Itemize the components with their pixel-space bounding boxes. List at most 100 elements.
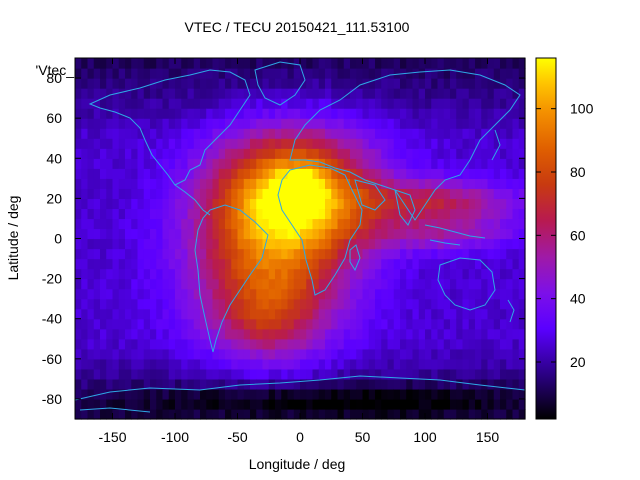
heatmap-cell — [250, 168, 257, 179]
heatmap-cell — [150, 348, 157, 360]
heatmap-cell — [237, 58, 245, 69]
heatmap-cell — [406, 238, 414, 250]
heatmap-cell — [306, 78, 314, 89]
heatmap-cell — [518, 258, 526, 270]
heatmap-cell — [181, 188, 189, 199]
heatmap-cell — [75, 298, 82, 310]
heatmap-cell — [231, 398, 239, 410]
heatmap-cell — [306, 278, 314, 290]
heatmap-cell — [475, 338, 482, 350]
heatmap-cell — [275, 348, 282, 360]
heatmap-cell — [475, 348, 482, 360]
heatmap-cell — [487, 408, 495, 420]
heatmap-cell — [375, 298, 382, 310]
heatmap-cell — [500, 228, 507, 240]
heatmap-cell — [237, 108, 245, 119]
heatmap-cell — [143, 398, 151, 410]
heatmap-cell — [193, 188, 201, 199]
heatmap-cell — [512, 358, 520, 370]
heatmap-cell — [81, 378, 89, 390]
heatmap-cell — [100, 348, 107, 360]
heatmap-cell — [143, 348, 151, 360]
heatmap-cell — [87, 338, 95, 350]
heatmap-cell — [512, 388, 520, 400]
heatmap-cell — [256, 248, 264, 260]
heatmap-cell — [250, 328, 257, 340]
heatmap-cell — [475, 408, 482, 420]
heatmap-cell — [225, 358, 232, 370]
heatmap-cell — [150, 228, 157, 240]
heatmap-cell — [231, 118, 239, 129]
heatmap-cell — [193, 328, 201, 340]
heatmap-cell — [350, 78, 357, 89]
heatmap-cell — [118, 388, 126, 400]
heatmap-cell — [350, 198, 357, 210]
heatmap-cell — [337, 138, 345, 149]
heatmap-cell — [250, 188, 257, 199]
heatmap-cell — [75, 268, 82, 280]
heatmap-cell — [268, 68, 276, 79]
heatmap-cell — [312, 98, 320, 109]
heatmap-cell — [281, 368, 289, 380]
heatmap-cell — [487, 148, 495, 159]
heatmap-cell — [125, 358, 132, 370]
heatmap-cell — [518, 238, 526, 250]
heatmap-cell — [487, 368, 495, 380]
heatmap-cell — [331, 138, 339, 149]
heatmap-cell — [506, 208, 514, 220]
heatmap-cell — [412, 68, 420, 79]
coast-greenland — [254, 61, 306, 106]
heatmap-cell — [318, 98, 326, 109]
heatmap-cell — [375, 128, 382, 139]
heatmap-cell — [500, 118, 507, 129]
heatmap-cell — [168, 178, 176, 189]
heatmap-cell — [118, 308, 126, 320]
heatmap-cell — [312, 368, 320, 380]
heatmap-cell — [168, 208, 176, 220]
heatmap-cell — [406, 218, 414, 230]
heatmap-cell — [118, 248, 126, 260]
heatmap-cell — [412, 388, 420, 400]
heatmap-cell — [437, 358, 445, 370]
heatmap-cell — [425, 198, 432, 210]
heatmap-cell — [412, 78, 420, 89]
heatmap-cell — [481, 378, 489, 390]
heatmap-cell — [425, 408, 432, 420]
heatmap-cell — [162, 178, 170, 189]
heatmap-cell — [350, 228, 357, 240]
heatmap-cell — [125, 308, 132, 320]
heatmap-cell — [468, 188, 476, 199]
heatmap-cell — [450, 208, 457, 220]
heatmap-cell — [337, 348, 345, 360]
heatmap-cell — [168, 278, 176, 290]
heatmap-cell — [237, 168, 245, 179]
heatmap-cell — [118, 98, 126, 109]
heatmap-cell — [318, 288, 326, 300]
heatmap-cell — [343, 258, 351, 270]
heatmap-cell — [312, 128, 320, 139]
heatmap-cell — [112, 98, 120, 109]
heatmap-cell — [425, 108, 432, 119]
heatmap-cell — [362, 128, 370, 139]
heatmap-cell — [325, 348, 332, 360]
heatmap-cell — [437, 298, 445, 310]
heatmap-cell — [75, 168, 82, 179]
heatmap-cell — [437, 368, 445, 380]
heatmap-cell — [287, 198, 295, 210]
heatmap-cell — [343, 138, 351, 149]
heatmap-cell — [243, 358, 251, 370]
heatmap-cell — [387, 258, 395, 270]
heatmap-cell — [250, 98, 257, 109]
heatmap-cell — [518, 168, 526, 179]
heatmap-cell — [331, 148, 339, 159]
heatmap-cell — [100, 368, 107, 380]
y-tick-label: -40 — [42, 311, 62, 327]
heatmap-cell — [518, 128, 526, 139]
heatmap-cell — [387, 298, 395, 310]
heatmap-cell — [518, 98, 526, 109]
heatmap-cell — [262, 68, 270, 79]
heatmap-cell — [375, 328, 382, 340]
heatmap-cell — [512, 248, 520, 260]
heatmap-cell — [331, 248, 339, 260]
heatmap-cell — [462, 398, 470, 410]
